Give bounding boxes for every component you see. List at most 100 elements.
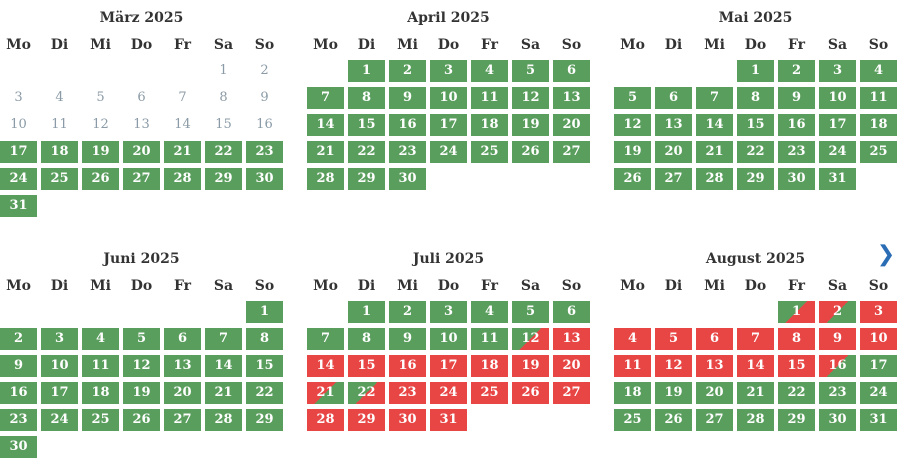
day-cell[interactable]: 27 [553, 141, 590, 163]
day-cell[interactable]: 5 [512, 301, 549, 323]
day-cell[interactable]: 13 [553, 87, 590, 109]
day-cell[interactable]: 24 [41, 409, 78, 431]
day-cell[interactable]: 23 [246, 141, 283, 163]
day-cell[interactable]: 17 [860, 355, 897, 377]
day-cell[interactable]: 31 [430, 409, 467, 431]
day-cell[interactable]: 1 [737, 60, 774, 82]
day-cell[interactable]: 11 [471, 87, 508, 109]
day-cell[interactable]: 19 [512, 114, 549, 136]
day-cell[interactable]: 25 [860, 141, 897, 163]
day-cell[interactable]: 3 [860, 301, 897, 323]
day-cell[interactable]: 5 [655, 328, 692, 350]
day-cell[interactable]: 24 [819, 141, 856, 163]
day-cell[interactable]: 16 [389, 114, 426, 136]
day-cell[interactable]: 17 [41, 382, 78, 404]
day-cell[interactable]: 20 [696, 382, 733, 404]
day-cell[interactable]: 26 [82, 168, 119, 190]
day-cell[interactable]: 6 [696, 328, 733, 350]
day-cell[interactable]: 15 [778, 355, 815, 377]
day-cell[interactable]: 7 [205, 328, 242, 350]
day-cell[interactable]: 11 [82, 355, 119, 377]
day-cell[interactable]: 15 [348, 114, 385, 136]
day-cell[interactable]: 5 [123, 328, 160, 350]
day-cell[interactable]: 16 [389, 355, 426, 377]
day-cell[interactable]: 19 [82, 141, 119, 163]
day-cell[interactable]: 9 [778, 87, 815, 109]
day-cell[interactable]: 7 [737, 328, 774, 350]
day-cell[interactable]: 10 [430, 328, 467, 350]
day-cell[interactable]: 13 [655, 114, 692, 136]
day-cell[interactable]: 9 [0, 355, 37, 377]
day-cell[interactable]: 6 [655, 87, 692, 109]
day-cell[interactable]: 27 [164, 409, 201, 431]
day-cell[interactable]: 4 [471, 301, 508, 323]
day-cell[interactable]: 23 [778, 141, 815, 163]
day-cell[interactable]: 26 [512, 141, 549, 163]
day-cell[interactable]: 19 [512, 355, 549, 377]
day-cell[interactable]: 28 [307, 409, 344, 431]
day-cell[interactable]: 8 [737, 87, 774, 109]
day-cell[interactable]: 13 [553, 328, 590, 350]
day-cell[interactable]: 12 [655, 355, 692, 377]
day-cell[interactable]: 10 [819, 87, 856, 109]
day-cell[interactable]: 23 [389, 382, 426, 404]
day-cell[interactable]: 22 [778, 382, 815, 404]
day-cell[interactable]: 16 [778, 114, 815, 136]
day-cell[interactable]: 27 [696, 409, 733, 431]
day-cell[interactable]: 24 [430, 141, 467, 163]
day-cell[interactable]: 24 [0, 168, 37, 190]
day-cell[interactable]: 11 [614, 355, 651, 377]
day-cell[interactable]: 19 [655, 382, 692, 404]
day-cell[interactable]: 23 [819, 382, 856, 404]
day-cell[interactable]: 18 [41, 141, 78, 163]
day-cell[interactable]: 25 [471, 382, 508, 404]
day-cell[interactable]: 22 [348, 141, 385, 163]
day-cell[interactable]: 17 [819, 114, 856, 136]
day-cell[interactable]: 1 [348, 60, 385, 82]
day-cell[interactable]: 7 [307, 328, 344, 350]
day-cell[interactable]: 14 [737, 355, 774, 377]
day-cell[interactable]: 21 [696, 141, 733, 163]
day-cell[interactable]: 29 [205, 168, 242, 190]
day-cell[interactable]: 26 [614, 168, 651, 190]
day-cell[interactable]: 21 [164, 141, 201, 163]
day-cell[interactable]: 21 [737, 382, 774, 404]
day-cell[interactable]: 17 [430, 114, 467, 136]
day-cell[interactable]: 8 [348, 87, 385, 109]
day-cell[interactable]: 6 [553, 60, 590, 82]
day-cell[interactable]: 14 [696, 114, 733, 136]
day-cell[interactable]: 9 [389, 87, 426, 109]
day-cell[interactable]: 27 [123, 168, 160, 190]
day-cell[interactable]: 14 [307, 355, 344, 377]
day-cell[interactable]: 11 [471, 328, 508, 350]
day-cell[interactable]: 12 [614, 114, 651, 136]
day-cell[interactable]: 28 [307, 168, 344, 190]
day-cell[interactable]: 18 [471, 355, 508, 377]
day-cell[interactable]: 18 [860, 114, 897, 136]
day-cell[interactable]: 26 [512, 382, 549, 404]
day-cell[interactable]: 26 [123, 409, 160, 431]
day-cell[interactable]: 3 [430, 60, 467, 82]
day-cell[interactable]: 30 [389, 168, 426, 190]
day-cell[interactable]: 15 [246, 355, 283, 377]
day-cell[interactable]: 5 [614, 87, 651, 109]
day-cell[interactable]: 1 [348, 301, 385, 323]
day-cell[interactable]: 1 [778, 301, 815, 323]
day-cell[interactable]: 22 [246, 382, 283, 404]
day-cell[interactable]: 9 [389, 328, 426, 350]
day-cell[interactable]: 17 [0, 141, 37, 163]
day-cell[interactable]: 13 [696, 355, 733, 377]
day-cell[interactable]: 21 [307, 382, 344, 404]
day-cell[interactable]: 22 [348, 382, 385, 404]
day-cell[interactable]: 28 [696, 168, 733, 190]
day-cell[interactable]: 20 [164, 382, 201, 404]
day-cell[interactable]: 2 [819, 301, 856, 323]
day-cell[interactable]: 20 [553, 355, 590, 377]
day-cell[interactable]: 27 [553, 382, 590, 404]
day-cell[interactable]: 6 [553, 301, 590, 323]
next-month-button[interactable]: ❯ [876, 243, 896, 267]
day-cell[interactable]: 4 [471, 60, 508, 82]
day-cell[interactable]: 2 [778, 60, 815, 82]
day-cell[interactable]: 28 [737, 409, 774, 431]
day-cell[interactable]: 16 [819, 355, 856, 377]
